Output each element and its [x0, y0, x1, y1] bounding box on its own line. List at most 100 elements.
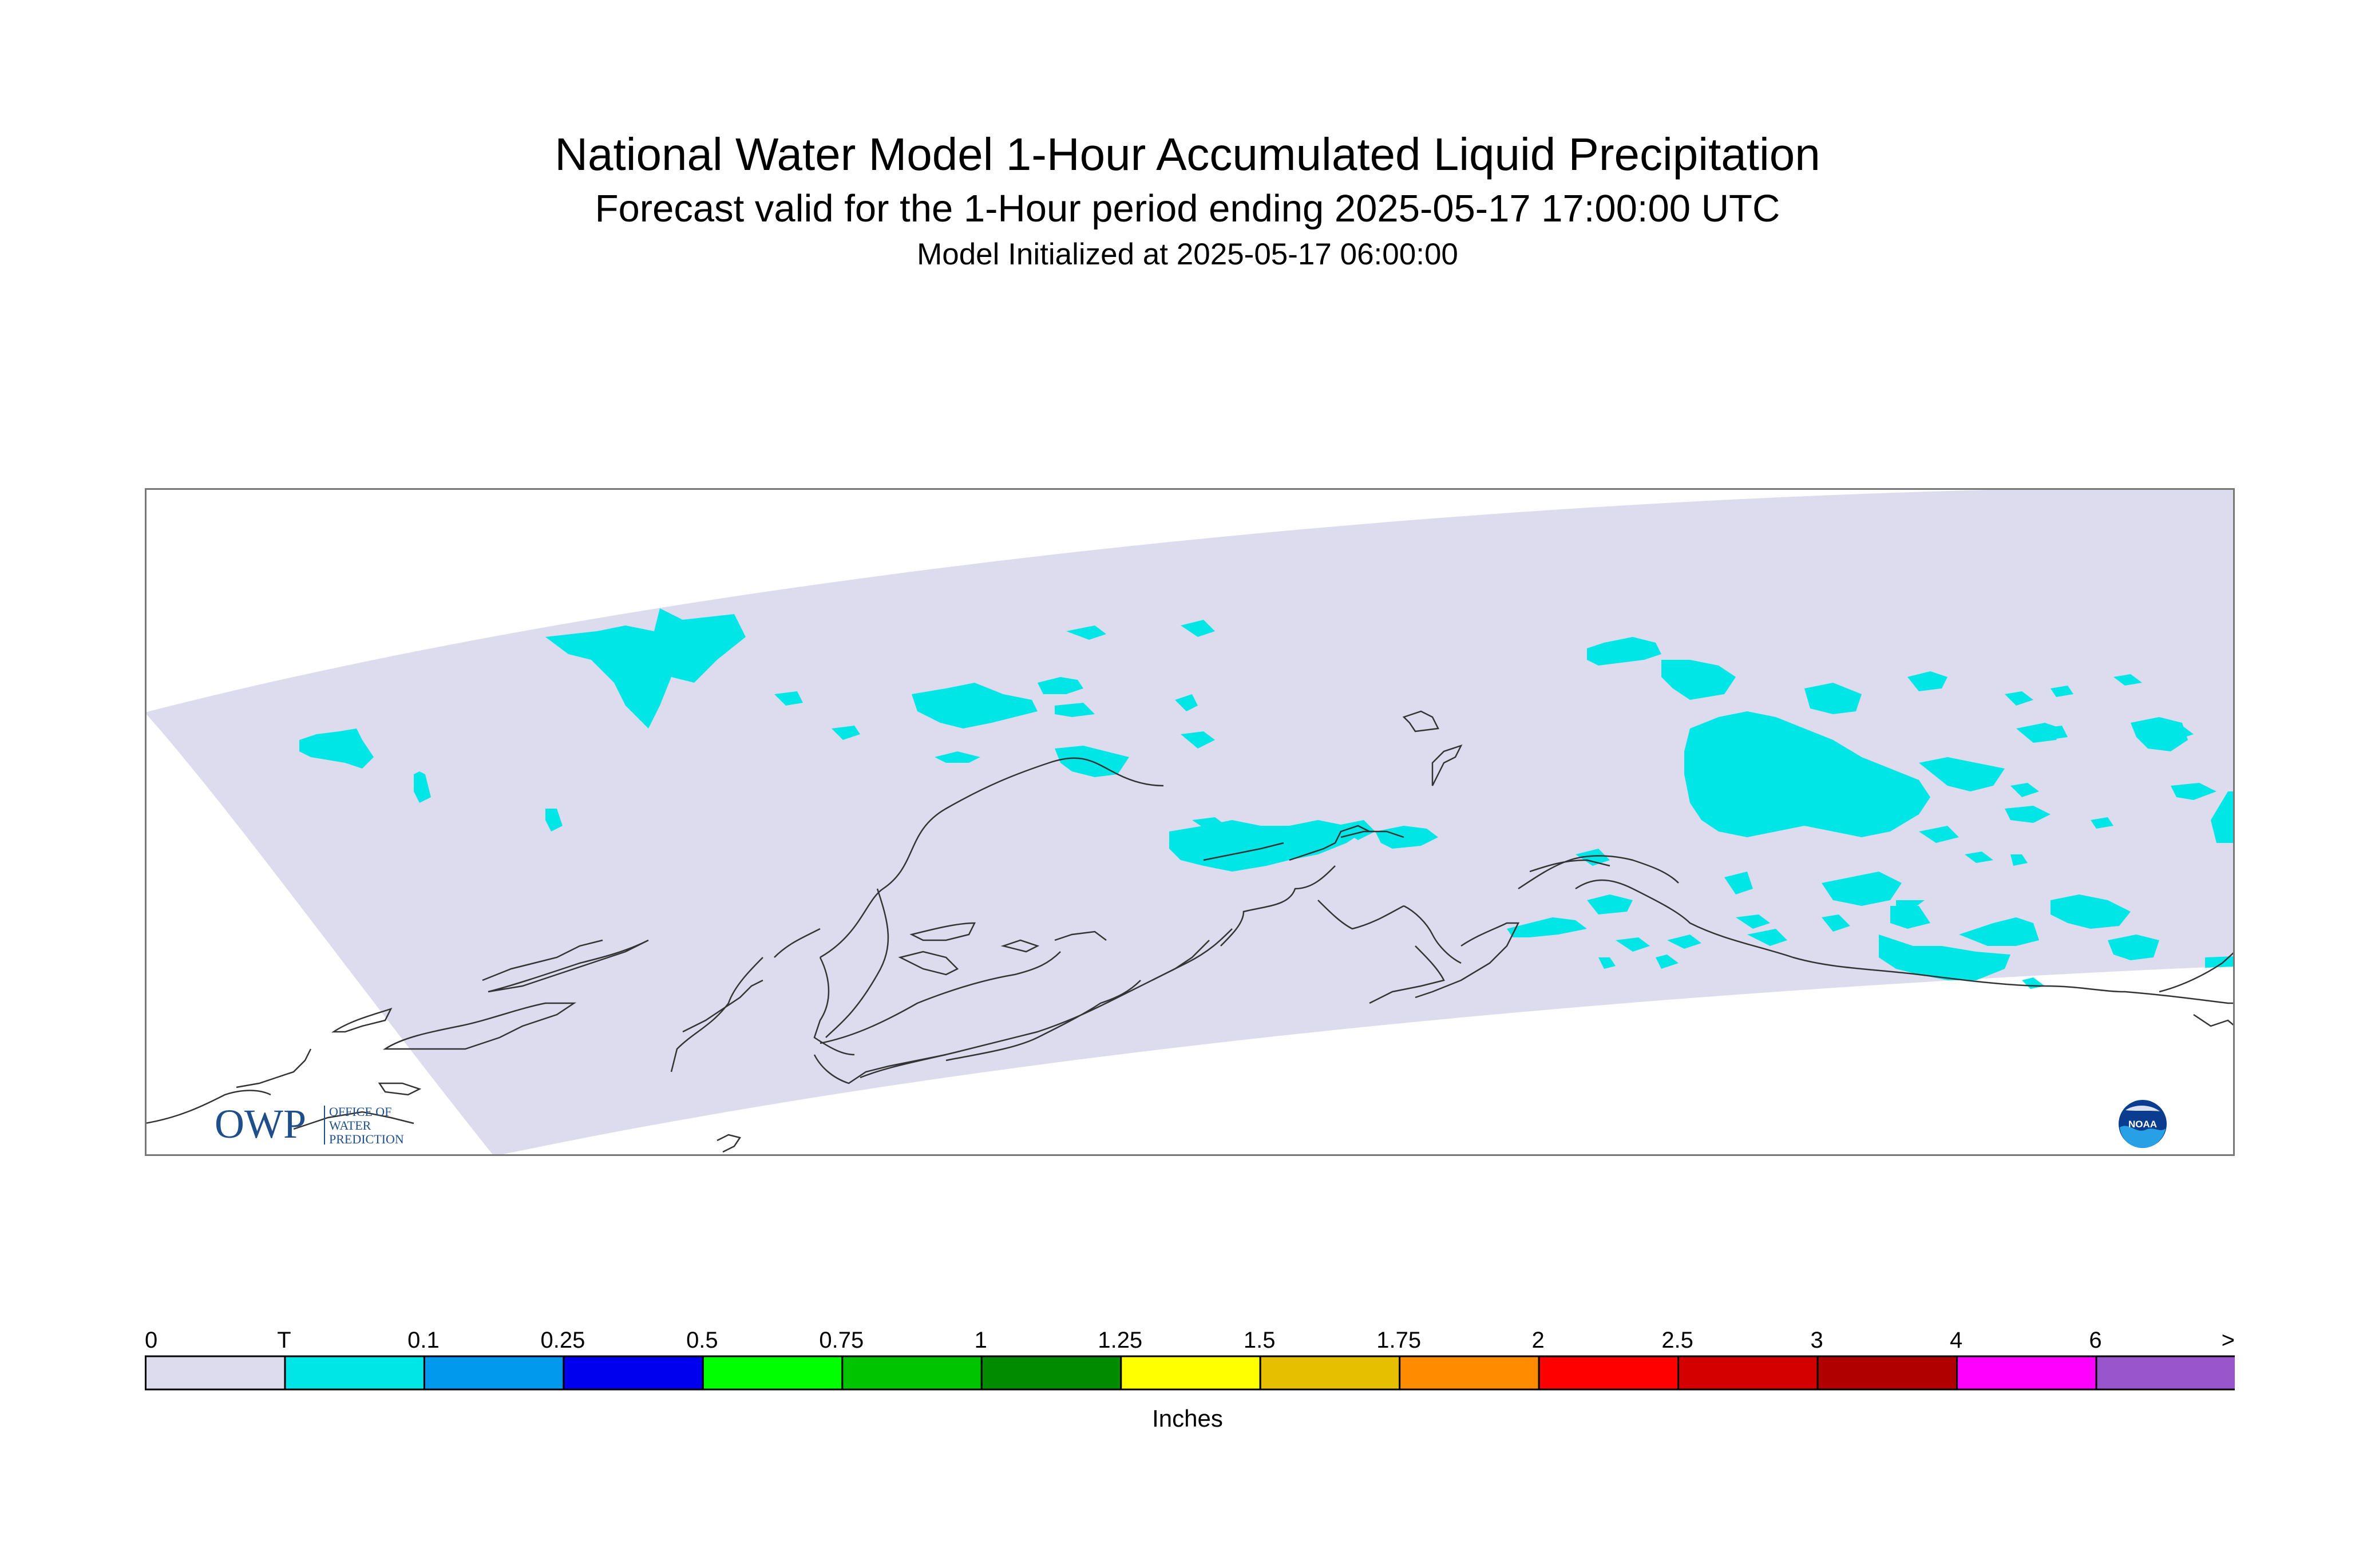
- coastlines: [145, 710, 2235, 1153]
- colorbar-box: [563, 1355, 704, 1391]
- model-domain: [145, 488, 2235, 1156]
- precip-cell: [912, 683, 1038, 728]
- legend-unit-label: Inches: [1152, 1405, 1223, 1432]
- precip-cell: [1667, 935, 1701, 949]
- precip-cell: [1181, 620, 1215, 637]
- colorbar-box: [1399, 1355, 1540, 1391]
- precip-cell: [1066, 625, 1106, 640]
- owp-line1: OFFICE OF: [329, 1104, 391, 1119]
- colorbar-box: [423, 1355, 565, 1391]
- precip-cell: [2005, 691, 2033, 706]
- precip-cell: [1576, 849, 1610, 866]
- precip-cell: [1169, 820, 1364, 872]
- coastline: [488, 939, 649, 993]
- coastline: [1415, 922, 1520, 999]
- colorbar-tick-label: 1.75: [1376, 1328, 1421, 1353]
- precip-cell: [545, 809, 563, 831]
- precip-cell: [1375, 826, 1438, 849]
- owp-line3: PREDICTION: [329, 1132, 404, 1146]
- colorbar-tick-label: 0.25: [540, 1328, 585, 1353]
- coastline: [2159, 951, 2235, 993]
- precip-cell: [2205, 956, 2235, 968]
- owp-logo: OWP OFFICE OF WATER PREDICTION: [215, 1099, 432, 1150]
- coastline: [1054, 930, 1107, 941]
- colorbar-boxes: [145, 1355, 2235, 1391]
- colorbar-box: [1259, 1355, 1401, 1391]
- precip-cell: [1822, 914, 1850, 932]
- precip-cell: [1656, 955, 1679, 969]
- precip-cell: [1896, 900, 1925, 909]
- owp-letters: OWP: [215, 1101, 306, 1147]
- precip-cell: [414, 771, 431, 803]
- precip-cell: [1879, 935, 2010, 980]
- coastline: [1431, 744, 1463, 786]
- precip-colorbar: 0 T 0.1 0.25 0.5 0.75 1 1.25 1.5 1.75 2 2.5 3 4 6 >: [145, 1328, 2235, 1391]
- precip-cell: [1055, 703, 1095, 717]
- coastline: [682, 979, 763, 1033]
- coastline: [1518, 855, 1679, 890]
- precip-cell: [1181, 731, 1215, 749]
- coastline: [820, 951, 1061, 1044]
- noaa-logo: NOAA: [2117, 1099, 2168, 1149]
- precip-cell: [1661, 660, 1736, 700]
- coastline: [909, 922, 976, 941]
- precip-cell: [2113, 674, 2142, 686]
- map-frame: [145, 488, 2235, 1156]
- coastline: [813, 1054, 947, 1084]
- precip-cell: [774, 691, 803, 706]
- colorbar-tick-label: 4: [1950, 1328, 1962, 1353]
- coastline: [670, 957, 763, 1072]
- colorbar-tick-label: 3: [1810, 1328, 1823, 1353]
- colorbar-box: [1956, 1355, 2097, 1391]
- coastline: [1575, 879, 2235, 1004]
- coastline: [898, 951, 959, 976]
- precip-cell: [1038, 677, 1083, 694]
- precip-cell: [1175, 694, 1198, 711]
- coastline: [1289, 825, 1370, 861]
- colorbar-box: [1816, 1355, 1958, 1391]
- precip-cell: [1919, 826, 1959, 843]
- precip-cell: [2091, 817, 2113, 829]
- coastline: [860, 928, 1233, 1079]
- precip-cell: [2010, 854, 2028, 866]
- precip-cell: [299, 728, 374, 769]
- precip-cell: [1822, 872, 1902, 906]
- coastline: [1369, 945, 1445, 1004]
- colorbar-tick-label: 1.5: [1244, 1328, 1276, 1353]
- noaa-text: NOAA: [2128, 1119, 2157, 1130]
- colorbar-box: [1538, 1355, 1680, 1391]
- model-init-time: Model Initialized at 2025-05-17 06:00:00: [917, 237, 1458, 271]
- colorbar-tick-label: 1.25: [1098, 1328, 1142, 1353]
- colorbar-box: [702, 1355, 844, 1391]
- precip-cell: [1335, 820, 1375, 840]
- precip-cell: [832, 726, 860, 740]
- coastline: [1151, 940, 1210, 981]
- coastline: [1000, 939, 1040, 953]
- owp-line2: WATER: [329, 1118, 371, 1133]
- colorbar-box: [284, 1355, 425, 1391]
- precip-cell: [2171, 783, 2216, 800]
- precip-cell: [545, 608, 746, 728]
- precip-cell: [2051, 894, 2131, 929]
- coastline: [236, 1048, 312, 1088]
- precip-cell: [1724, 872, 1753, 894]
- colorbar-tick-label: 1: [975, 1328, 987, 1353]
- precip-cell: [1736, 914, 1770, 929]
- colorbar-tick-label: T: [277, 1328, 291, 1353]
- coastline: [1203, 842, 1284, 861]
- precipitation-map: [145, 488, 2235, 1156]
- precip-cell: [2165, 726, 2194, 740]
- precip-cell: [2022, 977, 2045, 989]
- colorbar-tick-label: >: [2222, 1328, 2235, 1353]
- colorbar-tick-label: 0.75: [819, 1328, 864, 1353]
- precip-cell: [2131, 717, 2188, 751]
- colorbar-tick-label: 0.1: [407, 1328, 440, 1353]
- colorbar-labels: 0 T 0.1 0.25 0.5 0.75 1 1.25 1.5 1.75 2 2.5 3 4 6 >: [145, 1328, 2235, 1353]
- precip-areas: [299, 608, 2235, 989]
- precip-cell: [1919, 757, 2005, 791]
- coastline: [1220, 865, 1336, 947]
- coastline: [293, 1111, 414, 1130]
- coastline: [825, 888, 889, 1038]
- colorbar-box: [1677, 1355, 1819, 1391]
- coastline: [945, 980, 1141, 1062]
